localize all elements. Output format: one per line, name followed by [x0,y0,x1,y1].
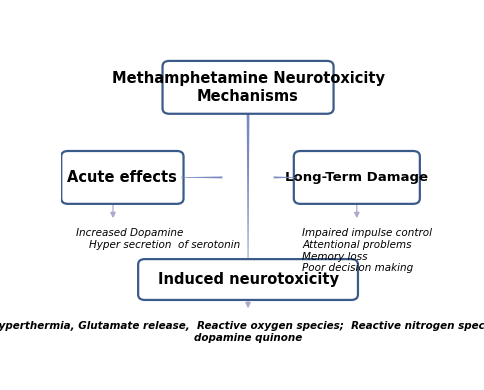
Text: Hyperthermia, Glutamate release,  Reactive oxygen species;  Reactive nitrogen sp: Hyperthermia, Glutamate release, Reactiv… [0,321,484,343]
FancyBboxPatch shape [163,61,333,114]
Text: Induced neurotoxicity: Induced neurotoxicity [158,272,338,287]
Text: Acute effects: Acute effects [67,170,177,185]
Text: Impaired impulse control
Attentional problems
Memory loss
Poor decision making: Impaired impulse control Attentional pro… [302,229,432,273]
FancyBboxPatch shape [61,151,183,204]
FancyBboxPatch shape [138,259,358,300]
Text: Increased Dopamine
    Hyper secretion  of serotonin: Increased Dopamine Hyper secretion of se… [76,229,240,250]
Text: Methamphetamine Neurotoxicity
Mechanisms: Methamphetamine Neurotoxicity Mechanisms [111,71,385,103]
Text: Long-Term Damage: Long-Term Damage [286,171,428,184]
FancyBboxPatch shape [294,151,420,204]
